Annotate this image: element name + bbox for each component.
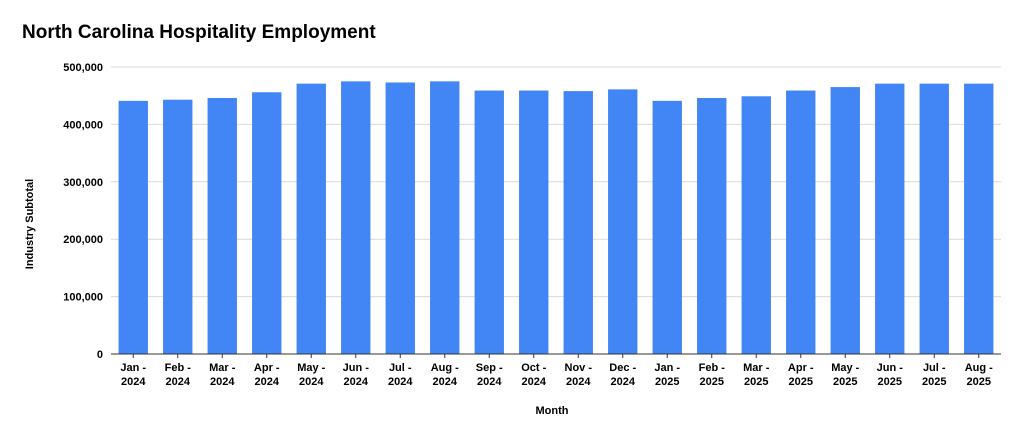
y-tick-label: 200,000 bbox=[63, 234, 103, 246]
tick-labels: 0 100,000 200,000 300,000 400,000 500,000 Jan … bbox=[63, 62, 993, 388]
x-tick-label-month: Aug - bbox=[431, 362, 459, 374]
x-tick-label-year: 2025 bbox=[655, 376, 679, 388]
y-tick-label: 400,000 bbox=[63, 119, 103, 131]
x-tick-label-year: 2024 bbox=[477, 376, 502, 388]
x-tick-label-year: 2024 bbox=[566, 376, 591, 388]
x-tick-label-year: 2024 bbox=[299, 376, 324, 388]
bar bbox=[741, 96, 771, 355]
bar bbox=[697, 97, 727, 354]
x-tick-label-month: May - bbox=[297, 362, 325, 374]
x-tick-label-month: Apr - bbox=[788, 362, 814, 374]
axes bbox=[111, 353, 1001, 358]
x-tick-label-month: Feb - bbox=[165, 362, 192, 374]
bar bbox=[252, 92, 282, 355]
x-tick-label-year: 2025 bbox=[878, 376, 902, 388]
x-tick-label-month: May - bbox=[831, 362, 859, 374]
bar bbox=[652, 100, 682, 354]
chart-title: North Carolina Hospitality Employment bbox=[22, 22, 376, 43]
bar bbox=[207, 97, 237, 354]
x-tick-label-year: 2024 bbox=[166, 376, 191, 388]
x-tick-label-year: 2025 bbox=[967, 376, 991, 388]
bar bbox=[430, 81, 460, 354]
x-tick-label-year: 2025 bbox=[922, 376, 946, 388]
bar bbox=[296, 83, 326, 355]
x-tick-label-month: Mar - bbox=[743, 362, 770, 374]
x-tick-label-year: 2024 bbox=[433, 376, 458, 388]
bar bbox=[163, 99, 193, 354]
x-tick-label-year: 2024 bbox=[388, 376, 413, 388]
y-tick-label: 0 bbox=[97, 349, 103, 361]
x-tick-label-year: 2024 bbox=[611, 376, 636, 388]
x-tick-label-month: Oct - bbox=[521, 362, 546, 374]
x-tick-label-month: Sep - bbox=[476, 362, 503, 374]
x-tick-label-year: 2025 bbox=[833, 376, 857, 388]
x-tick-label-month: Nov - bbox=[565, 362, 593, 374]
x-tick-label-year: 2024 bbox=[255, 376, 280, 388]
bar bbox=[875, 83, 905, 355]
bar bbox=[519, 90, 549, 354]
x-tick-label-month: Feb - bbox=[699, 362, 726, 374]
x-tick-label-year: 2024 bbox=[522, 376, 547, 388]
x-tick-label-month: Jun - bbox=[343, 362, 370, 374]
x-tick-label-year: 2024 bbox=[210, 376, 235, 388]
x-tick-label-month: Dec - bbox=[609, 362, 636, 374]
x-tick-label-month: Aug - bbox=[965, 362, 993, 374]
bar bbox=[608, 89, 638, 355]
y-tick-label: 100,000 bbox=[63, 292, 103, 304]
x-tick-label-month: Jan - bbox=[120, 362, 146, 374]
x-tick-label-year: 2024 bbox=[344, 376, 369, 388]
bar bbox=[786, 90, 816, 354]
bar bbox=[830, 87, 860, 354]
x-tick-label-month: Jun - bbox=[877, 362, 904, 374]
y-tick-label: 500,000 bbox=[63, 62, 103, 74]
bar bbox=[118, 100, 148, 354]
gridlines bbox=[111, 66, 1001, 298]
x-tick-label-year: 2025 bbox=[700, 376, 724, 388]
x-tick-label-year: 2024 bbox=[121, 376, 146, 388]
y-axis-label: Industry Subtotal bbox=[24, 179, 36, 269]
x-tick-label-month: Jan - bbox=[654, 362, 680, 374]
bar bbox=[341, 81, 371, 354]
bar bbox=[919, 83, 949, 355]
x-axis-label: Month bbox=[536, 405, 569, 417]
x-tick-label-month: Mar - bbox=[209, 362, 236, 374]
bar bbox=[385, 82, 415, 355]
x-tick-label-month: Apr - bbox=[254, 362, 280, 374]
bar bbox=[474, 90, 504, 354]
y-tick-label: 300,000 bbox=[63, 177, 103, 189]
x-tick-label-month: Jul - bbox=[923, 362, 946, 374]
bar bbox=[964, 83, 994, 355]
bar bbox=[563, 91, 593, 354]
x-tick-label-month: Jul - bbox=[389, 362, 412, 374]
x-tick-label-year: 2025 bbox=[789, 376, 813, 388]
x-tick-label-year: 2025 bbox=[744, 376, 768, 388]
bars bbox=[118, 81, 994, 355]
